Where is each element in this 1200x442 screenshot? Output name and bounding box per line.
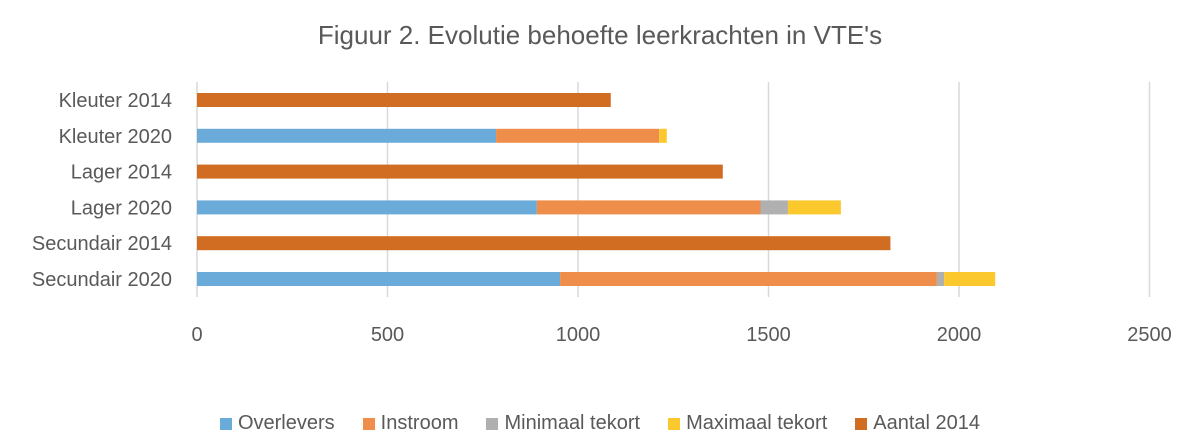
x-tick-label: 2000 bbox=[937, 324, 982, 346]
bar-segment-instroom bbox=[536, 200, 761, 215]
legend-label: Minimaal tekort bbox=[504, 412, 641, 434]
x-tick-label: 2500 bbox=[1127, 324, 1172, 346]
bar-segment-overlevers bbox=[197, 200, 537, 215]
y-category-label: Kleuter 2014 bbox=[59, 90, 172, 112]
y-category-label: Lager 2020 bbox=[71, 197, 172, 219]
legend-label: Instroom bbox=[380, 412, 459, 434]
legend-label: Maximaal tekort bbox=[686, 412, 828, 434]
y-category-label: Lager 2014 bbox=[71, 162, 172, 184]
y-category-label: Secundair 2014 bbox=[32, 233, 172, 255]
legend-swatch bbox=[486, 417, 499, 430]
x-tick-label: 0 bbox=[191, 324, 202, 346]
legend-item: Maximaal tekort bbox=[668, 412, 827, 435]
x-tick-label: 1000 bbox=[556, 324, 601, 346]
legend-item: Aantal 2014 bbox=[855, 412, 980, 435]
bar-segment-aantal-2014 bbox=[197, 164, 723, 179]
x-tick-label: 1500 bbox=[746, 324, 791, 346]
legend-swatch bbox=[362, 417, 375, 430]
chart-title: Figuur 2. Evolutie behoefte leerkrachten… bbox=[317, 20, 883, 50]
bar-segment-instroom bbox=[560, 272, 937, 286]
bar-segment-minimaal-tekort bbox=[760, 200, 788, 215]
bar-segment-overlevers bbox=[197, 272, 561, 286]
bar-segment-maximaal-tekort bbox=[659, 128, 667, 143]
legend: Overlevers Instroom Minimaal tekort Maximaa… bbox=[0, 412, 1200, 435]
legend-label: Overlevers bbox=[237, 412, 335, 434]
bar-segment-aantal-2014 bbox=[197, 236, 891, 251]
y-category-label: Kleuter 2020 bbox=[59, 126, 172, 148]
legend-item: Minimaal tekort bbox=[486, 412, 640, 435]
y-category-label: Secundair 2020 bbox=[32, 269, 172, 291]
legend-item: Overlevers bbox=[219, 412, 335, 435]
bar-segment-aantal-2014 bbox=[197, 93, 611, 107]
legend-label: Aantal 2014 bbox=[873, 412, 981, 434]
bar-segment-overlevers bbox=[197, 128, 497, 143]
bar-segment-maximaal-tekort bbox=[787, 200, 841, 215]
bar-segment-instroom bbox=[496, 128, 660, 143]
legend-swatch bbox=[855, 417, 868, 430]
legend-item: Instroom bbox=[362, 412, 459, 435]
bar-segment-maximaal-tekort bbox=[944, 272, 996, 286]
legend-swatch bbox=[668, 417, 681, 430]
legend-swatch bbox=[219, 417, 232, 430]
bar-segment-minimaal-tekort bbox=[936, 272, 945, 286]
x-tick-label: 500 bbox=[371, 324, 404, 346]
